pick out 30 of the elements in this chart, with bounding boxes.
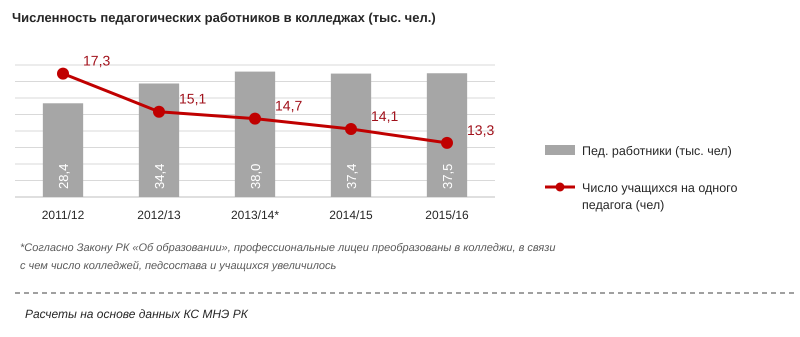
text: Расчеты на основе данных КС МНЭ РК (25, 307, 249, 321)
legend-label: Число учащихся на одного педагога (чел) (582, 181, 738, 212)
bar (234, 72, 276, 197)
data-label: 14,1 (371, 108, 398, 124)
data-label: 15,1 (179, 90, 206, 107)
x-tick-label: 2012/13 (137, 208, 182, 222)
bar (426, 73, 468, 197)
point (57, 68, 69, 80)
data-label: 28,4 (56, 164, 71, 189)
point (153, 106, 165, 118)
bar (330, 74, 372, 197)
point (249, 112, 261, 125)
data-label: 14,7 (275, 98, 302, 114)
data-label: 17,3 (83, 52, 110, 69)
legend-label: Пед. работники (тыс. чел) (582, 144, 732, 158)
data-label: 37,4 (344, 164, 359, 189)
x-tick-label: 2013/14* (230, 208, 280, 222)
point (441, 136, 453, 149)
data-label: 37,5 (440, 164, 455, 189)
chart-title: Численность педагогических работников в колледжах (тыс. чел.) (12, 10, 436, 25)
bar (42, 103, 84, 197)
x-tick-label: 2011/12 (42, 208, 85, 222)
x-tick-label: 2015/16 (425, 208, 470, 222)
data-label: 13,3 (467, 122, 494, 138)
data-label: 34,4 (152, 164, 167, 189)
bar (138, 83, 180, 197)
point (345, 123, 357, 136)
x-tick-label: 2014/15 (329, 208, 374, 222)
data-label: 38,0 (248, 164, 263, 189)
text: *Согласно Закону РК «Об образовании», профессиональные лицеи преобразованы в колледжи, в связи с чем число колледжей, педсостава и учащихся увеличилось (20, 242, 556, 272)
